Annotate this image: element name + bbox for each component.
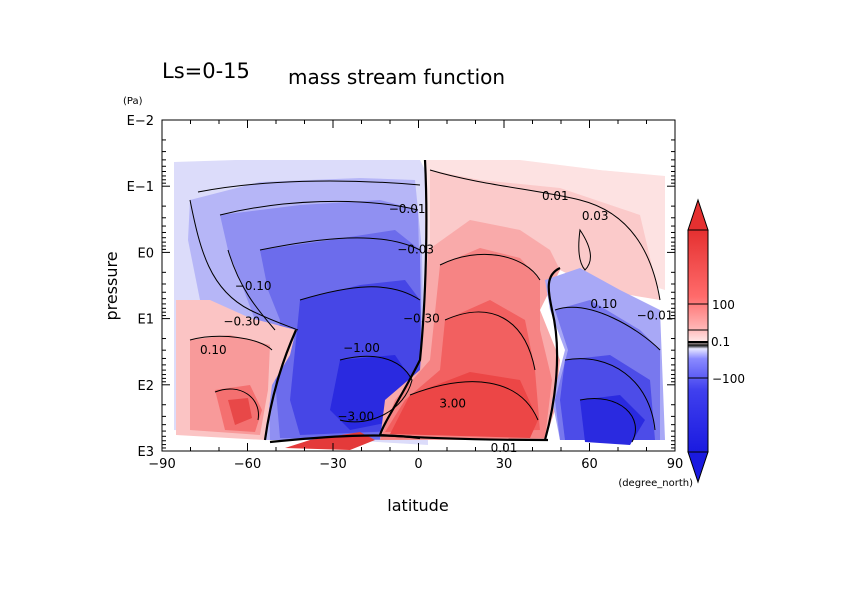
x-axis-unit: (degree_north): [618, 478, 693, 489]
x-axis: −90 −60 −30 0 30 60 90: [148, 120, 683, 472]
contour-label: −3.00: [337, 409, 374, 423]
colorbar-bottom-arrow: [687, 451, 709, 484]
contour-label-layer: 0.01 0.03 −0.01 −0.03 −0.10 −0.30 −1.00 −0.30 0.…: [200, 189, 674, 455]
y-tick-label: E−2: [127, 114, 154, 129]
region-sh-pink-core: [228, 398, 252, 425]
colorbar-label-0.1: 0.1: [711, 335, 730, 349]
contour-label: −1.00: [343, 341, 380, 355]
y-axis: E−2 E−1 E0 E1 E2 E3: [127, 114, 675, 460]
contour-label: −0.01: [389, 202, 426, 216]
contour-lines: [189, 159, 661, 444]
chart-title-left: Ls=0-15: [162, 59, 250, 83]
x-tick-label: −90: [148, 457, 175, 472]
x-tick-label: 60: [581, 457, 598, 472]
colorbar-top-arrow: [687, 198, 709, 231]
colorbar-label-minus100: −100: [712, 372, 745, 386]
x-axis-title: latitude: [387, 496, 448, 515]
x-tick-label: 0: [414, 457, 422, 472]
region-nh-blue-4: [580, 395, 645, 445]
contour-label: 0.10: [200, 343, 227, 357]
contour-label: 0.01: [542, 189, 569, 203]
contour-label: −0.30: [223, 314, 260, 328]
contour-field: [162, 120, 675, 450]
y-axis-title: pressure: [102, 251, 121, 320]
y-tick-label: E3: [138, 445, 155, 460]
x-tick-label: −30: [319, 457, 346, 472]
contour-label: −0.03: [397, 242, 434, 256]
chart-title-right: mass stream function: [288, 65, 505, 89]
contour-label: −0.30: [403, 312, 440, 326]
y-tick-label: E2: [138, 379, 155, 394]
contour-label: 0.10: [590, 297, 617, 311]
x-tick-label: −60: [234, 457, 261, 472]
y-unit-label: (Pa): [123, 96, 143, 107]
contour-label: 0.03: [582, 209, 609, 223]
y-tick-label: E−1: [127, 180, 154, 195]
colorbar-label-100: 100: [712, 298, 735, 312]
region-nh-red-4: [390, 372, 538, 438]
contour-label: −0.10: [235, 279, 272, 293]
contour-label: −0.01: [637, 309, 674, 323]
colorbar: 100 0.1 −100: [687, 198, 745, 484]
contour-label: 3.00: [439, 396, 466, 410]
y-tick-label: E0: [138, 246, 155, 261]
x-tick-label: 30: [496, 457, 513, 472]
y-tick-label: E1: [138, 313, 155, 328]
region-top-edge: [174, 154, 665, 176]
x-tick-label: 90: [667, 457, 684, 472]
